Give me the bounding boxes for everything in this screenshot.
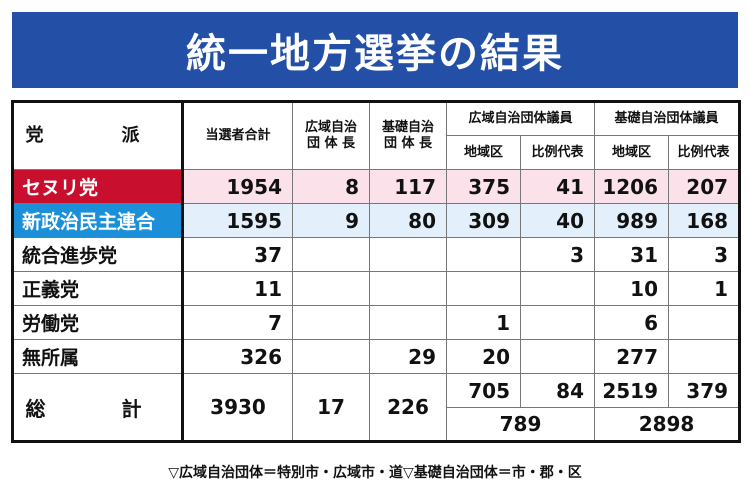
muni-district-cell: 1206 [594,169,670,204]
total-cell: 11 [182,271,293,306]
muni-head-cell [369,305,447,340]
muni-prop-cell: 168 [668,203,741,238]
party-name: 新政治民主連合 [12,203,184,238]
muni-district-cell: 277 [594,339,670,374]
pref-head-cell [292,339,370,374]
party-header: 党 派 [12,101,184,170]
pref-head-cell [292,237,370,272]
muni-head-cell: 117 [369,169,447,204]
totals-muni-prop-cell: 379 [668,373,741,408]
pref-district-cell: 1 [446,305,521,340]
pref-prop-cell [519,305,596,340]
totals-pref-head-cell: 17 [292,373,370,442]
pref-prop-cell: 41 [519,169,596,204]
table-row: 正義党 11 10 1 [12,271,741,306]
results-table: 党 派 当選者合計 広域自治 団 体 長 基礎自治 団 体 長 広域自治団体議員… [11,100,742,443]
muni-members-sum-cell: 2898 [594,407,741,442]
pref-district-cell: 20 [446,339,521,374]
muni-district-cell: 989 [594,203,670,238]
muni-prop-header: 比例代表 [668,135,741,170]
totals-row: 総 計 3930 17 226 705 84 2519 379 [12,373,741,442]
totals-label: 総 計 [12,373,184,442]
muni-district-header: 地域区 [594,135,670,170]
pref-prop-header: 比例代表 [519,135,596,170]
pref-district-header: 地域区 [446,135,521,170]
party-name: 統合進歩党 [12,237,184,272]
pref-prop-cell: 40 [519,203,596,238]
muni-head-cell [369,237,447,272]
table-row: セヌリ党 1954 8 117 375 41 1206 207 [12,169,741,204]
footnote: ▽広域自治団体＝特別市・広域市・道▽基礎自治団体＝市・郡・区 [168,465,582,481]
muni-head-cell [369,271,447,306]
muni-prop-cell: 207 [668,169,741,204]
header-row: 党 派 当選者合計 広域自治 団 体 長 基礎自治 団 体 長 広域自治団体議員… [12,101,741,170]
pref-district-cell [446,271,521,306]
subheader-row: 地域区 比例代表 地域区 比例代表 [13,135,741,170]
totals-muni-head-cell: 226 [369,373,447,442]
title-banner: 統一地方選挙の結果 [12,12,738,88]
pref-district-cell: 375 [446,169,521,204]
table-row: 新政治民主連合 1595 9 80 309 40 989 168 [12,203,741,238]
party-name: 正義党 [12,271,184,306]
muni-district-cell: 10 [594,271,670,306]
pref-head-cell [292,271,370,306]
totals-total-cell: 3930 [182,373,293,442]
pref-district-cell: 309 [446,203,521,238]
pref-head-cell: 9 [292,203,370,238]
pref-members-sum-cell: 789 [445,407,596,442]
total-cell: 37 [182,237,293,272]
total-elected-header: 当選者合計 [182,101,293,170]
pref-district-cell [446,237,521,272]
pref-head-cell: 8 [292,169,370,204]
muni-prop-cell [668,305,741,340]
muni-prop-cell [668,339,741,374]
muni-head-header-line2: 団 体 長 [383,136,433,151]
totals-muni-district-cell: 2519 [594,373,670,408]
muni-prop-cell: 1 [668,271,741,306]
totals-sum-row: 789 2898 [13,407,741,442]
muni-prop-cell: 3 [668,237,741,272]
party-name: 無所属 [12,339,184,374]
total-cell: 7 [182,305,293,340]
table-row: 無所属 326 29 20 277 [12,339,741,374]
totals-pref-district-cell: 705 [446,373,521,408]
pref-head-header-line2: 団 体 長 [306,136,356,151]
muni-head-header-line1: 基礎自治 [381,120,434,135]
table-row: 統合進歩党 37 3 31 3 [12,237,741,272]
pref-prop-cell [519,271,596,306]
totals-pref-prop-cell: 84 [519,373,596,408]
muni-district-cell: 31 [594,237,670,272]
pref-head-header-line1: 広域自治 [304,120,357,135]
pref-prop-cell: 3 [519,237,596,272]
page-title: 統一地方選挙の結果 [186,31,564,77]
muni-head-cell: 29 [369,339,447,374]
table-row: 労働党 7 1 6 [12,305,741,340]
party-name: 労働党 [12,305,184,340]
muni-head-header: 基礎自治 団 体 長 [369,101,447,170]
total-cell: 1595 [182,203,293,238]
muni-members-header: 基礎自治団体議員 [594,101,741,136]
total-cell: 1954 [182,169,293,204]
pref-members-header: 広域自治団体議員 [445,101,596,136]
muni-head-cell: 80 [369,203,447,238]
party-name: セヌリ党 [12,169,184,204]
pref-head-cell [292,305,370,340]
pref-head-header: 広域自治 団 体 長 [292,101,370,170]
pref-prop-cell [519,339,596,374]
total-cell: 326 [182,339,293,374]
muni-district-cell: 6 [594,305,670,340]
